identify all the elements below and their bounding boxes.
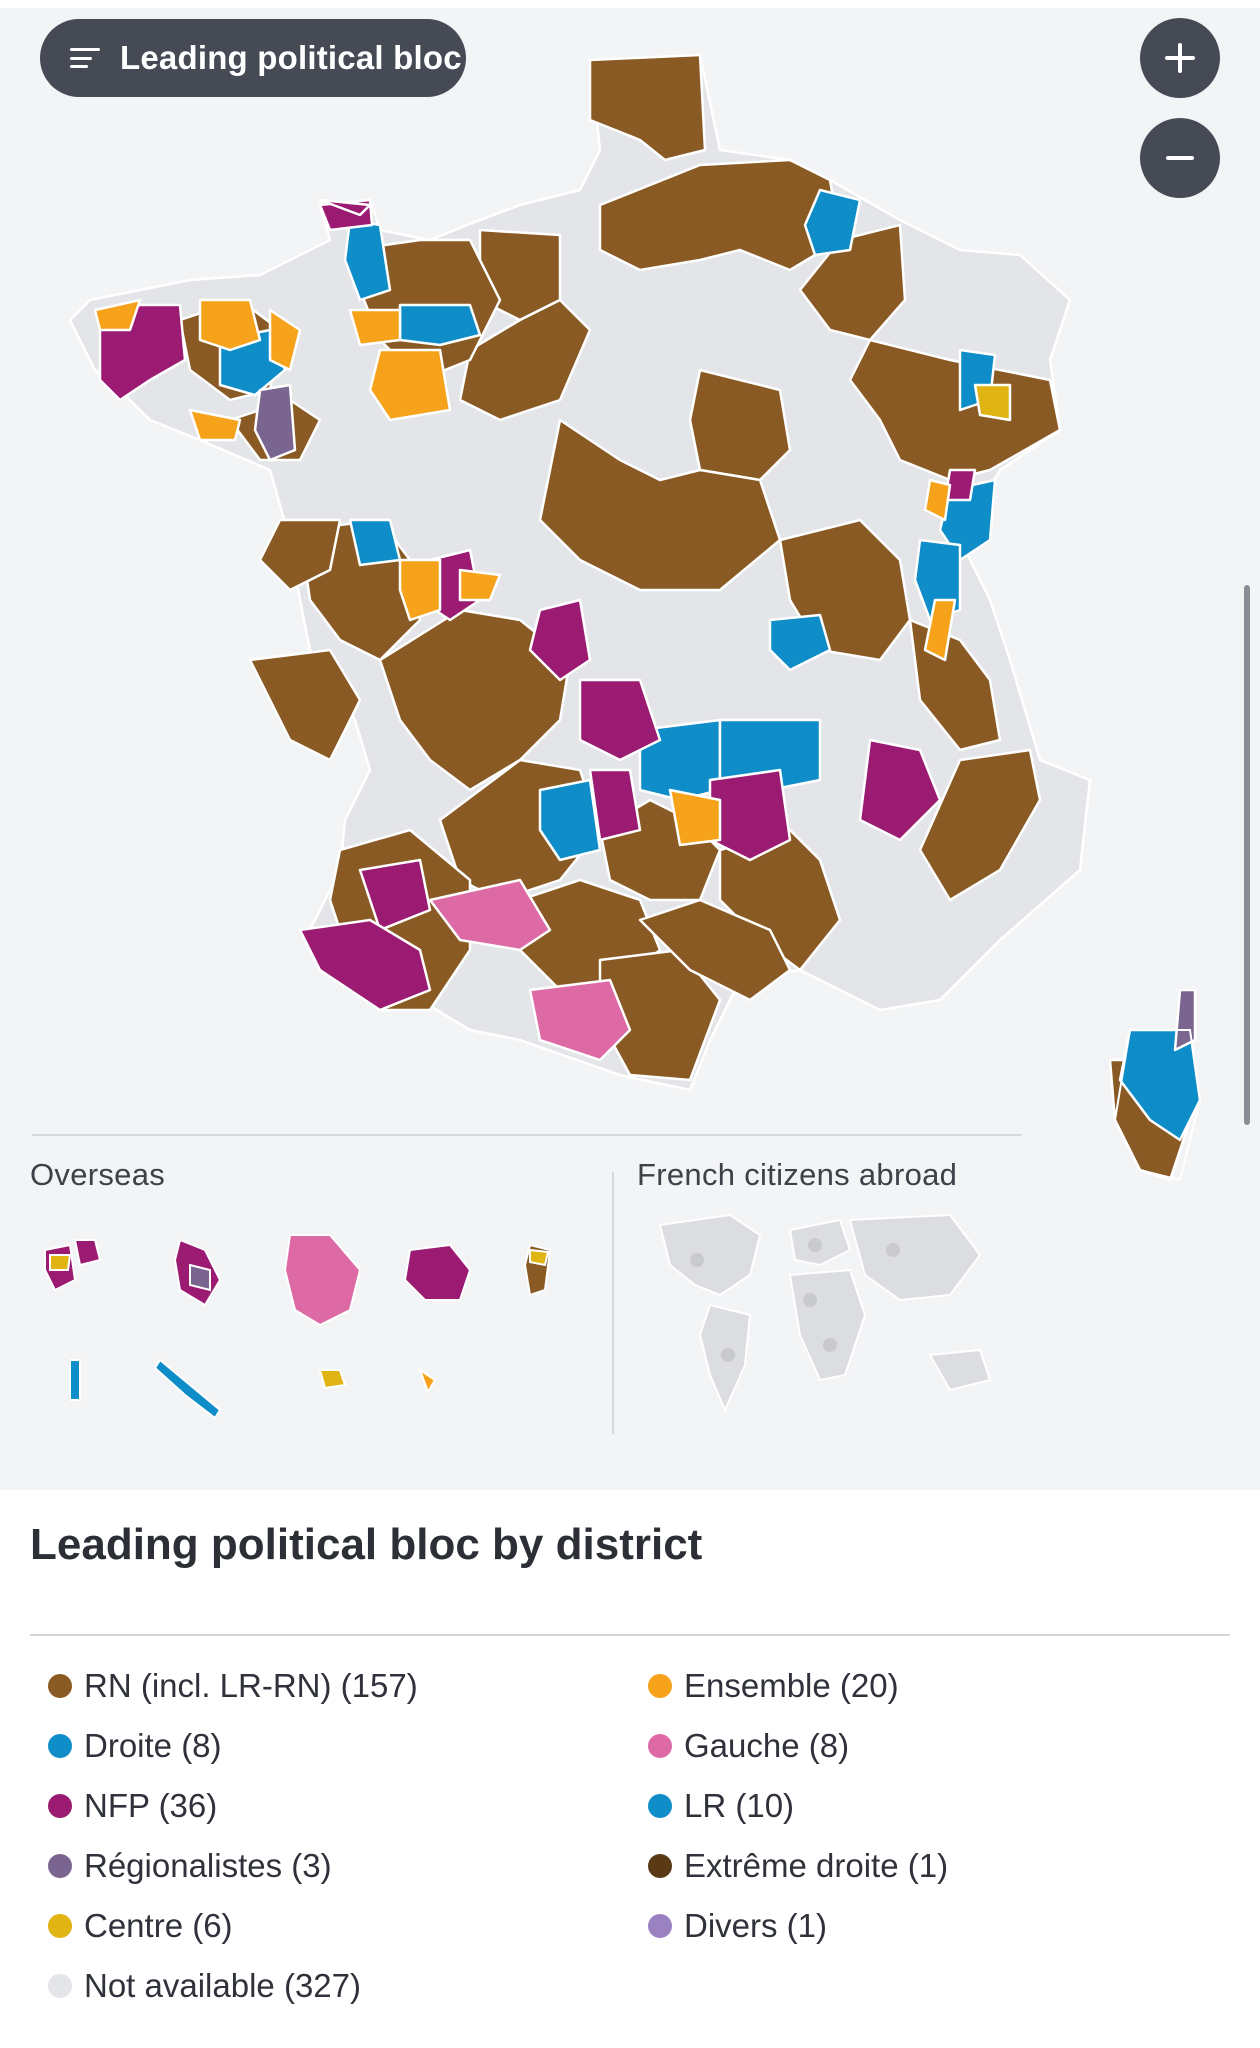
legend-swatch: [48, 1794, 72, 1818]
legend-swatch: [48, 1854, 72, 1878]
corsica-outline: [1113, 1029, 1202, 1182]
districts-centre: [973, 383, 1012, 422]
overseas-guyane: [283, 1234, 362, 1327]
legend-label: Extrême droite (1): [684, 1847, 949, 1884]
overseas-new-caledonia: [153, 1358, 222, 1420]
overseas-polynesia: [318, 1369, 347, 1390]
overseas-spm: [69, 1359, 81, 1401]
menu-icon: [70, 48, 100, 68]
legend-swatch: [48, 1734, 72, 1758]
districts-regionalistes: [253, 383, 297, 462]
districts-ensemble: [93, 298, 957, 847]
zoom-in-button[interactable]: [1140, 18, 1220, 98]
overseas-map[interactable]: [30, 1200, 590, 1430]
legend-item: Ensemble (20): [648, 1656, 1208, 1716]
legend-item: Gauche (8): [648, 1716, 1208, 1776]
legend-label: Ensemble (20): [684, 1667, 899, 1704]
legend-label: Gauche (8): [684, 1727, 850, 1764]
legend-label: Not available (327): [84, 1967, 361, 2004]
abroad-marker-af: [803, 1293, 817, 1307]
legend-item: Divers (1): [648, 1896, 1208, 1956]
abroad-north-america: [658, 1213, 762, 1297]
legend-label: RN (incl. LR-RN) (157): [84, 1667, 418, 1704]
legend-item: LR (10): [648, 1776, 1208, 1836]
abroad-marker-asia: [886, 1243, 900, 1257]
legend-label: Droite (8): [84, 1727, 222, 1764]
legend-label: Régionalistes (3): [84, 1847, 332, 1884]
legend-item: Not available (327): [48, 1956, 648, 2016]
minus-icon: [1166, 156, 1194, 160]
legend-divider: [30, 1634, 1230, 1636]
overseas-wallis: [418, 1367, 437, 1395]
legend-title: Leading political bloc by district: [30, 1520, 703, 1569]
districts-nfp: [98, 198, 977, 1012]
legend-swatch: [48, 1674, 72, 1698]
overseas-guadeloupe-east: [73, 1239, 102, 1267]
districts-gauche: [428, 878, 632, 1062]
map-scrollbar[interactable]: [1244, 585, 1250, 1125]
zoom-out-button[interactable]: [1140, 118, 1220, 198]
legend-swatch: [648, 1794, 672, 1818]
overseas-guadeloupe-centre: [49, 1254, 72, 1271]
legend-label: NFP (36): [84, 1787, 218, 1824]
legend-label: Divers (1): [684, 1907, 828, 1944]
abroad-marker-na: [690, 1253, 704, 1267]
legend-swatch: [648, 1674, 672, 1698]
political-bloc-selector[interactable]: Leading political bloc: [40, 19, 466, 97]
plus-icon: [1165, 43, 1195, 73]
abroad-asia: [848, 1213, 982, 1302]
legend-swatch: [648, 1854, 672, 1878]
overseas-abroad-divider: [612, 1172, 614, 1434]
overseas-label: Overseas: [30, 1157, 166, 1192]
abroad-marker-eu: [808, 1238, 822, 1252]
section-divider: [32, 1134, 1022, 1136]
legend: RN (incl. LR-RN) (157) Ensemble (20) Droit…: [48, 1656, 1208, 2016]
overseas-mayotte-centre: [529, 1248, 550, 1267]
legend-swatch: [48, 1974, 72, 1998]
abroad-africa: [788, 1268, 867, 1382]
abroad-oceania: [928, 1348, 992, 1392]
abroad-marker-af2: [823, 1338, 837, 1352]
legend-item: Extrême droite (1): [648, 1836, 1208, 1896]
legend-label: Centre (6): [84, 1907, 233, 1944]
legend-swatch: [648, 1734, 672, 1758]
legend-item: Centre (6): [48, 1896, 648, 1956]
top-edge: [0, 0, 1260, 8]
legend-label: LR (10): [684, 1787, 795, 1824]
overseas-martinique-regionalistes: [189, 1263, 211, 1292]
abroad-label: French citizens abroad: [637, 1157, 958, 1192]
overseas-reunion: [403, 1243, 472, 1301]
legend-item: Droite (8): [48, 1716, 648, 1776]
abroad-marker-sa: [721, 1348, 735, 1362]
legend-swatch: [48, 1914, 72, 1938]
legend-item: Régionalistes (3): [48, 1836, 648, 1896]
legend-item: NFP (36): [48, 1776, 648, 1836]
france-map[interactable]: [0, 0, 1260, 1490]
legend-swatch: [648, 1914, 672, 1938]
political-bloc-selector-label: Leading political bloc: [120, 39, 462, 76]
abroad-world-map[interactable]: [650, 1205, 1010, 1425]
legend-item: RN (incl. LR-RN) (157): [48, 1656, 648, 1716]
